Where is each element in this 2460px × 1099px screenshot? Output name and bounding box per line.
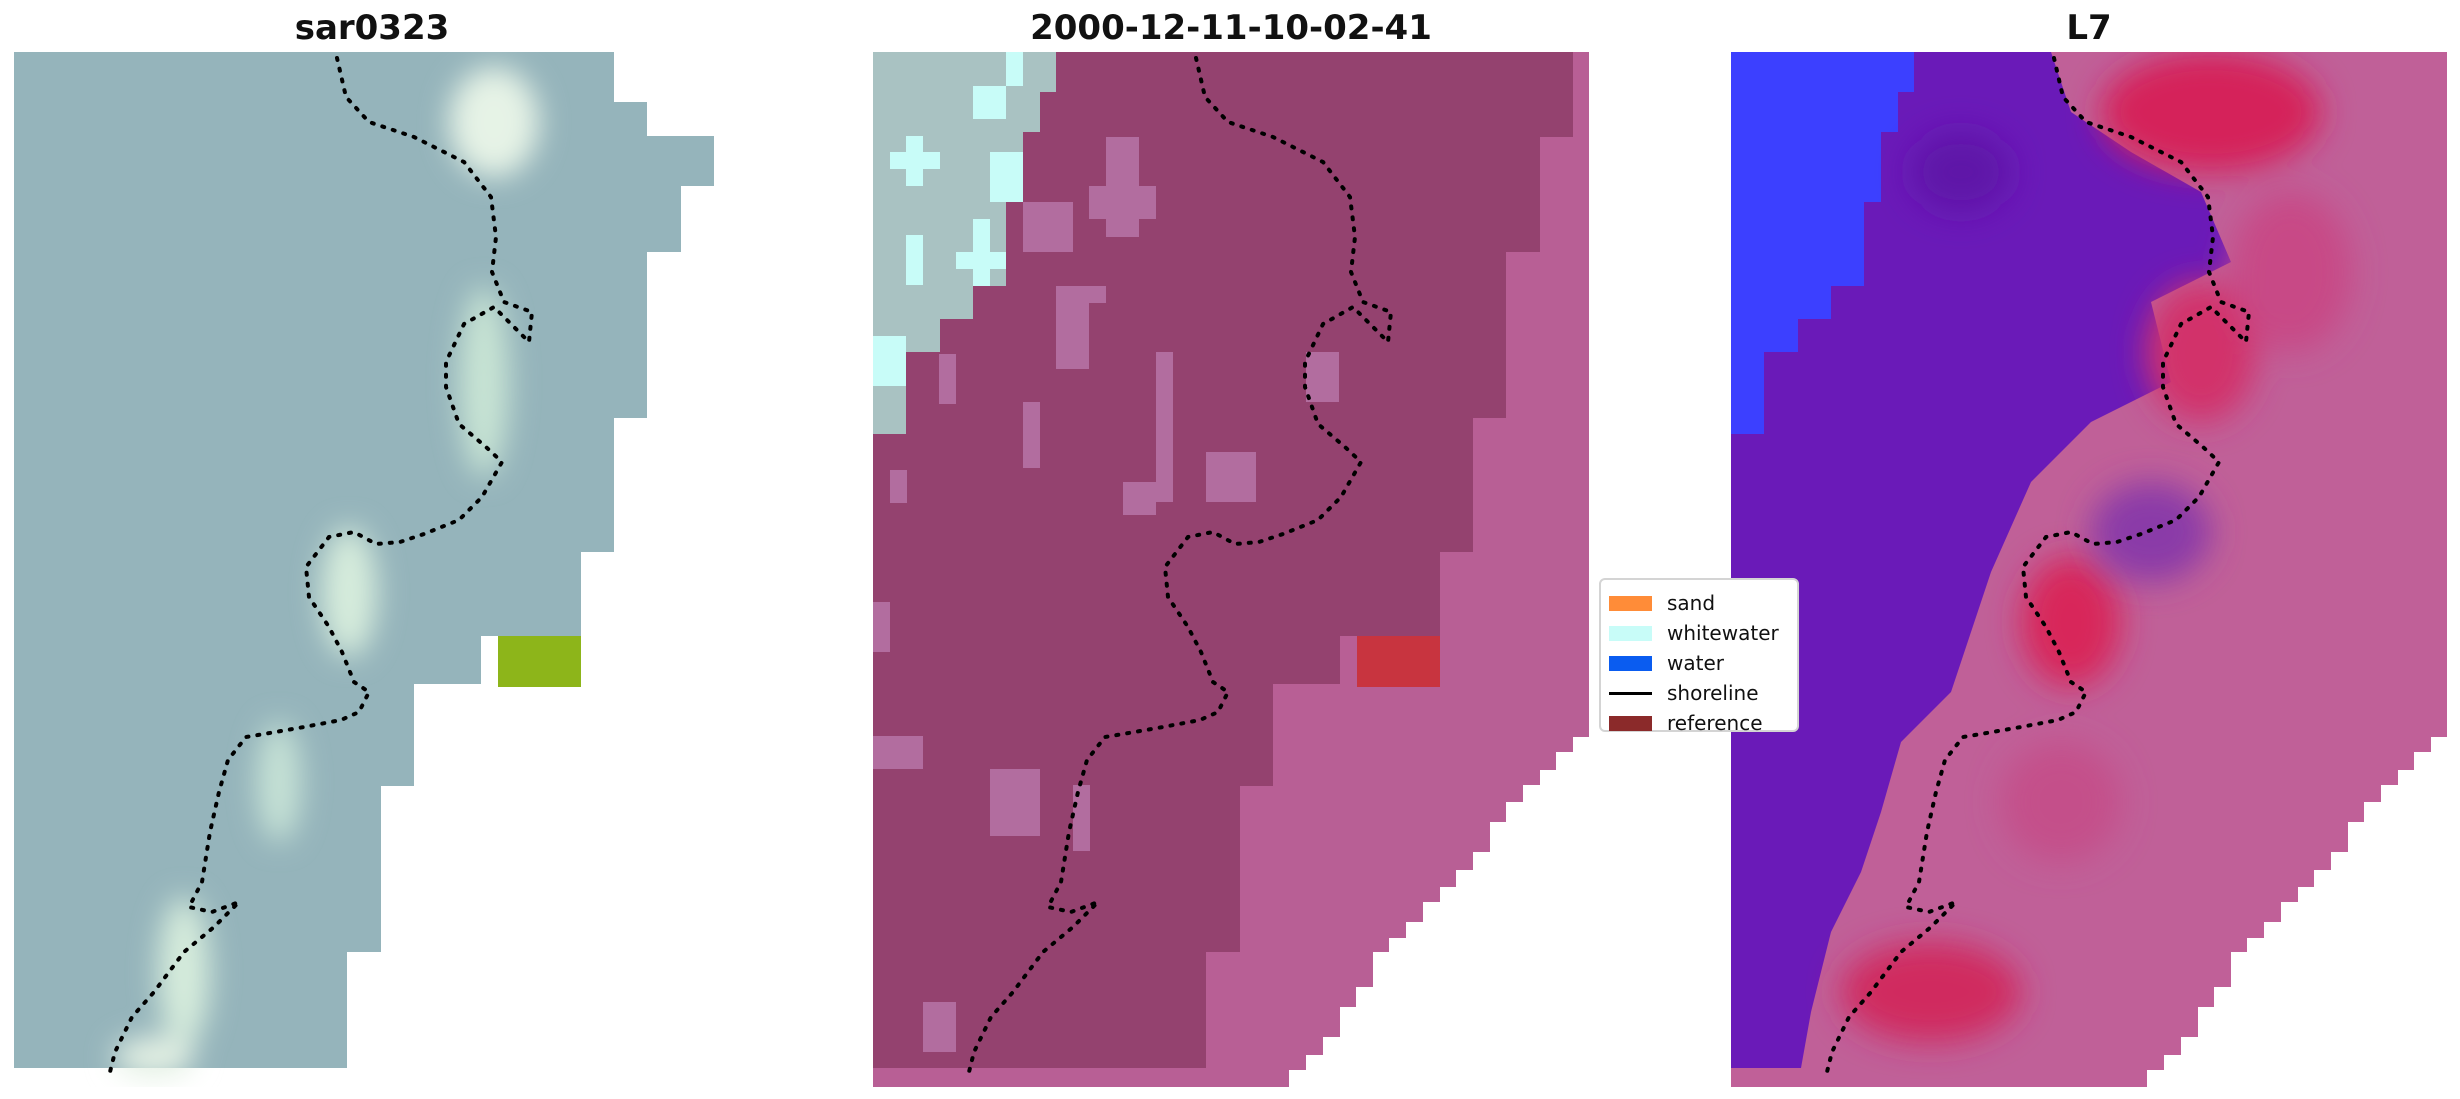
reference-marker — [498, 636, 581, 687]
probability-panel — [1731, 52, 2447, 1087]
legend-item-water: water — [1609, 648, 1797, 678]
reference-marker — [1357, 636, 1440, 687]
legend-swatch-sand — [1609, 595, 1652, 611]
ocean-probability-region — [1731, 52, 1914, 434]
sand-patches-in-water — [873, 137, 1339, 1052]
legend-label-shoreline: shoreline — [1667, 681, 1759, 705]
shoreline — [967, 56, 1394, 1074]
legend-swatch-reference — [1609, 715, 1652, 731]
sar-image-panel — [14, 52, 714, 1077]
panel-title-classification: 2000-12-11-10-02-41 — [1030, 8, 1432, 48]
legend-item-shoreline: shoreline — [1609, 678, 1797, 708]
shoreline — [1825, 56, 2252, 1074]
water-region — [873, 52, 1573, 1068]
water-probability-region — [1731, 52, 2231, 1068]
legend-item-reference: reference — [1609, 708, 1797, 738]
legend-swatch-water — [1609, 655, 1652, 671]
legend-item-whitewater: whitewater — [1609, 618, 1797, 648]
sand-probability-hotspots — [1841, 52, 2351, 1042]
legend-label-reference: reference — [1667, 711, 1763, 735]
legend: sand whitewater water shoreline referenc… — [1599, 578, 1799, 735]
panel-title-probability: L7 — [2066, 8, 2112, 48]
legend-item-sand: sand — [1609, 588, 1797, 618]
foam-bands — [114, 67, 539, 1077]
legend-label-sand: sand — [1667, 591, 1716, 615]
shoreline — [108, 56, 535, 1074]
panel-title-sar: sar0323 — [294, 8, 450, 48]
legend-swatch-whitewater — [1609, 625, 1652, 641]
legend-line-shoreline — [1609, 691, 1652, 695]
legend-label-water: water — [1667, 651, 1724, 675]
legend-label-whitewater: whitewater — [1667, 621, 1779, 645]
whitewater-pixels — [873, 52, 1023, 386]
classification-panel — [873, 52, 1589, 1087]
